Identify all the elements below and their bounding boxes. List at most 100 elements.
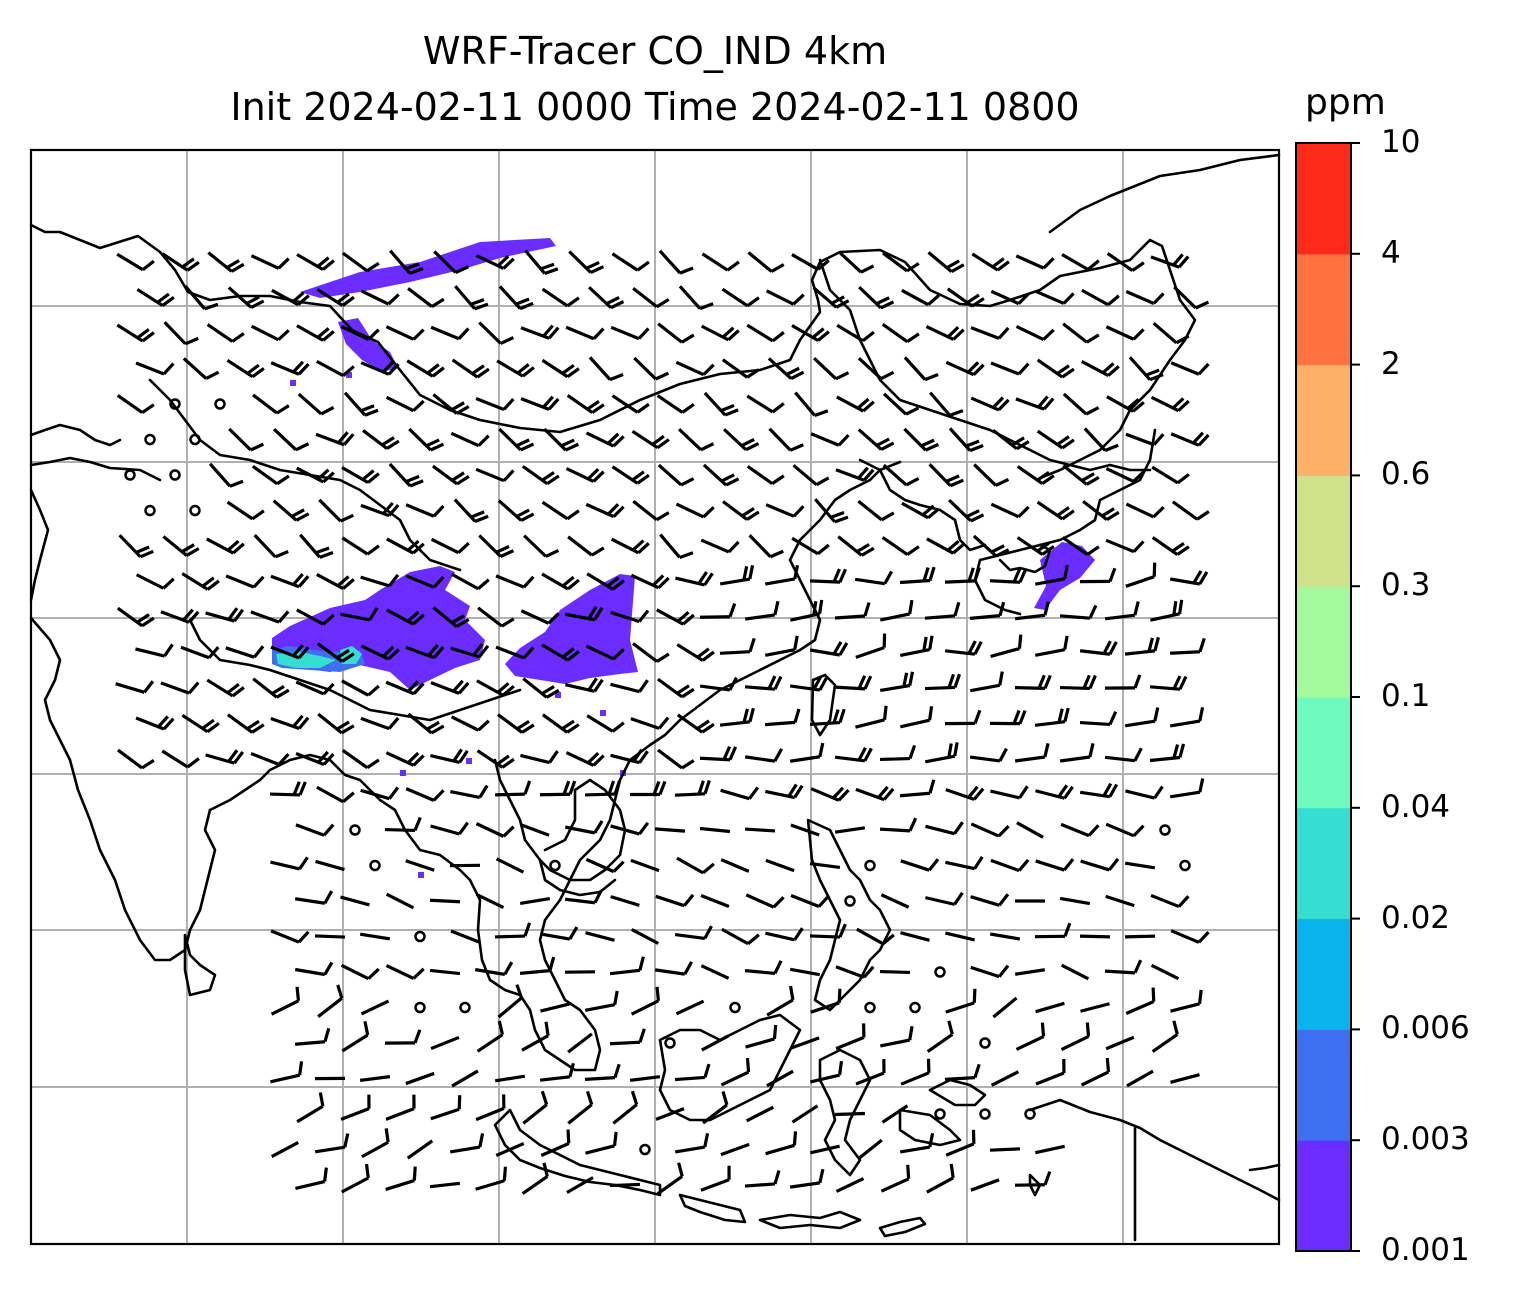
wind-barb [899,779,936,798]
barb-flag [1085,406,1100,416]
barb-shaft [744,755,776,763]
wind-barb [630,573,670,590]
barb-shaft [450,431,480,448]
calm-wind-circle [1159,824,1171,836]
wind-barb [497,713,535,734]
barb-flag [1056,435,1070,446]
wind-barb [719,637,756,655]
wind-barb [1128,356,1164,382]
barb-flag [832,709,840,724]
barb-shaft [701,1034,729,1052]
wind-barb [116,323,155,343]
wind-barb [585,431,625,448]
barb-flag [724,408,739,417]
barb-shaft [632,642,658,663]
barb-shaft [656,394,684,414]
wind-barb [990,858,1030,873]
barb-flag [1088,674,1097,690]
wind-barb [180,645,220,660]
barb-flag [412,328,425,341]
wind-barb [565,325,605,341]
wind-barb [384,1029,422,1045]
barb-flag [292,360,305,374]
wind-barb [206,678,245,698]
barb-flag [1043,743,1050,758]
barb-flag [1178,743,1186,758]
barb-flag [1195,300,1210,310]
barb-flag [973,856,984,870]
barb-shaft [945,931,975,942]
barb-flag [970,513,985,523]
wind-barb [674,1133,710,1154]
barb-shaft [810,1144,840,1155]
wind-barb [901,288,940,307]
wind-barb [971,252,1010,272]
barb-shaft [1169,719,1201,728]
wind-barb [612,1090,639,1125]
wind-barb [764,564,800,586]
barb-shaft [655,1107,685,1121]
barb-flag [523,780,532,795]
wind-barb [521,464,560,486]
barb-shaft [270,860,300,871]
wind-barb [1151,1020,1179,1053]
barb-flag [1177,399,1190,412]
barb-flag [908,671,915,686]
wind-barb [1149,743,1186,763]
wind-barb [835,466,875,482]
wind-barb [1170,431,1210,447]
wind-barb [450,929,480,944]
wind-barb [227,286,265,309]
barb-shaft [790,893,820,909]
barb-shaft [1105,538,1135,554]
wind-barb [926,1163,955,1194]
barb-flag [298,1061,304,1076]
barb-flag [566,1129,571,1144]
wind-barb [564,820,604,835]
wind-barb [496,359,535,378]
barb-flag [451,614,465,625]
barb-shaft [926,1033,954,1053]
barb-shaft [925,896,955,906]
wind-barb [206,537,245,555]
wind-barb [388,249,424,275]
barb-flag [388,573,400,587]
wind-barb [990,289,1030,306]
coastline-segment [29,488,50,602]
wind-barb [429,968,461,976]
wind-barb [857,428,895,451]
barb-shaft [475,893,505,909]
wind-barb [675,360,715,377]
wind-barb [543,427,580,452]
wind-barb [520,609,560,625]
wind-barb [879,817,918,833]
barb-shaft [314,934,346,939]
barb-flag [613,1063,621,1079]
wind-barb [385,751,425,767]
wind-barb [271,1141,299,1158]
barb-shaft [903,356,927,381]
barb-flag [856,397,870,410]
barb-shaft [1059,896,1091,906]
barb-flag [613,780,622,795]
barb-shaft [339,612,371,622]
barb-flag [322,613,335,626]
wind-barb [1150,893,1190,909]
barb-flag [1171,397,1185,410]
wind-barb [520,324,560,340]
wind-barb [294,890,334,905]
barb-shaft [630,717,660,730]
barb-flag [1153,707,1160,722]
barb-flag [1086,259,1100,271]
wind-barb [360,716,400,731]
barb-shaft [477,606,503,628]
calm-wind-circle [369,859,381,872]
barb-shaft [855,646,885,659]
barb-flag [502,469,515,482]
barb-shaft [340,1107,370,1121]
barb-flag [431,297,445,308]
barb-shaft [272,428,298,451]
barb-shaft [744,969,776,975]
wind-barb [903,427,940,452]
barb-shaft [855,1071,885,1086]
